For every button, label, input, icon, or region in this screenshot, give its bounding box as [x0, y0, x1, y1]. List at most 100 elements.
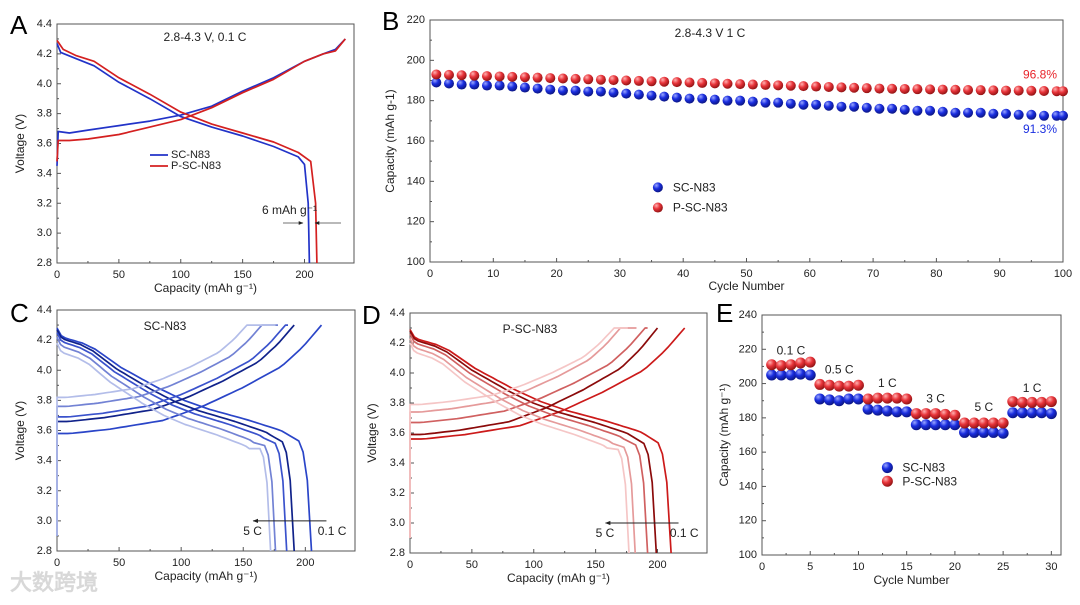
data-point-sc-n83: [939, 419, 951, 431]
data-point-sc-n83: [595, 86, 606, 97]
data-point-p-sc-n83: [874, 83, 885, 94]
x-tick-label: 10: [852, 561, 864, 573]
data-point-p-sc-n83: [659, 76, 670, 87]
legend-label: SC-N83: [902, 461, 945, 475]
legend-label: P-SC-N83: [171, 160, 221, 172]
charge-curve-05C: [409, 327, 659, 538]
data-point-sc-n83: [823, 100, 834, 111]
chart-title: 2.8-4.3 V, 0.1 C: [164, 30, 247, 44]
data-point-p-sc-n83: [950, 84, 961, 95]
x-axis-label: Capacity (mAh g⁻¹): [154, 569, 257, 583]
panel-letter: E: [716, 298, 733, 328]
charge-curve-sc-n83: [56, 38, 346, 166]
panel-letter: D: [362, 300, 381, 330]
legend-marker: [652, 182, 663, 193]
data-point-p-sc-n83: [532, 72, 543, 83]
data-point-p-sc-n83: [1007, 396, 1019, 408]
discharge-curve-5C: [409, 342, 630, 554]
x-tick-label: 50: [113, 269, 125, 281]
x-tick-label: 30: [614, 268, 626, 280]
chart-title: P-SC-N83: [503, 322, 558, 336]
data-point-p-sc-n83: [968, 417, 980, 429]
data-point-p-sc-n83: [975, 85, 986, 96]
data-point-sc-n83: [899, 104, 910, 115]
panel-d: D 0 50 100 150 200 2.8 3.0 3.2 3.4 3.6 3.8 4.0 4.2 4.4…: [362, 300, 708, 585]
data-point-sc-n83: [735, 95, 746, 106]
x-tick-label: 100: [1054, 268, 1072, 280]
data-point-sc-n83: [849, 101, 860, 112]
y-tick-label: 3.0: [37, 515, 52, 527]
data-point-p-sc-n83: [494, 71, 505, 82]
y-axis-label: Capacity (mAh g-1): [383, 89, 397, 192]
data-point-sc-n83: [456, 79, 467, 90]
x-tick-label: 50: [113, 557, 125, 569]
discharge-curve-sc-n83: [56, 43, 311, 264]
x-tick-label: 0: [54, 557, 60, 569]
data-point-p-sc-n83: [760, 79, 771, 90]
data-point-p-sc-n83: [775, 360, 787, 372]
data-point-p-sc-n83: [633, 75, 644, 86]
data-point-sc-n83: [912, 105, 923, 116]
data-point-p-sc-n83: [469, 70, 480, 81]
data-point-sc-n83: [671, 92, 682, 103]
data-point-p-sc-n83: [1039, 85, 1050, 96]
rate-label-01c: 0.1 C: [670, 526, 699, 540]
y-tick-label: 4.2: [390, 337, 405, 349]
x-tick-label: 60: [804, 268, 816, 280]
data-point-p-sc-n83: [684, 77, 695, 88]
watermark: 大数跨境: [10, 570, 98, 595]
data-point-p-sc-n83: [910, 408, 922, 420]
data-point-p-sc-n83: [671, 77, 682, 88]
data-point-sc-n83: [824, 394, 836, 406]
chart-title: 2.8-4.3 V 1 C: [675, 26, 746, 40]
data-point-p-sc-n83: [949, 409, 961, 421]
data-point-sc-n83: [532, 83, 543, 94]
x-tick-label: 200: [648, 559, 666, 571]
data-point-sc-n83: [804, 369, 816, 381]
y-tick-label: 3.8: [37, 394, 52, 406]
x-tick-label: 0: [54, 269, 60, 281]
data-point-p-sc-n83: [646, 76, 657, 87]
legend-marker: [652, 202, 663, 213]
plot-frame: [761, 314, 1062, 556]
panel-b: B 0 10 20 30 40 50 60 70 80 90 100 100 120 140 160 180 20…: [382, 6, 1072, 293]
data-point-p-sc-n83: [583, 74, 594, 85]
y-tick-label: 3.8: [390, 397, 405, 409]
data-point-sc-n83: [1016, 407, 1028, 419]
y-tick-label: 140: [407, 175, 425, 187]
data-point-p-sc-n83: [773, 80, 784, 91]
data-point-sc-n83: [773, 97, 784, 108]
data-point-sc-n83: [836, 101, 847, 112]
legend-label: SC-N83: [171, 149, 210, 161]
data-point-p-sc-n83: [595, 74, 606, 85]
x-tick-label: 150: [234, 557, 252, 569]
y-tick-label: 120: [739, 515, 757, 527]
data-point-sc-n83: [852, 393, 864, 405]
rate-label: 0.1 C: [777, 343, 806, 357]
y-tick-label: 3.8: [37, 108, 52, 120]
data-point-sc-n83: [766, 369, 778, 381]
data-point-p-sc-n83: [804, 356, 816, 368]
data-point-p-sc-n83: [1013, 85, 1024, 96]
data-point-p-sc-n83: [861, 83, 872, 94]
y-tick-label: 3.2: [37, 197, 52, 209]
y-tick-label: 3.6: [37, 138, 52, 150]
data-point-p-sc-n83: [939, 408, 951, 420]
data-point-p-sc-n83: [697, 77, 708, 88]
data-point-sc-n83: [1007, 407, 1019, 419]
data-point-p-sc-n83: [1036, 396, 1048, 408]
data-point-sc-n83: [621, 88, 632, 99]
y-tick-label: 2.8: [37, 257, 52, 269]
data-point-p-sc-n83: [1016, 396, 1028, 408]
data-point-sc-n83: [785, 98, 796, 109]
data-point-sc-n83: [862, 403, 874, 415]
data-point-sc-n83: [1026, 109, 1037, 120]
data-point-sc-n83: [949, 419, 961, 431]
x-tick-label: 100: [172, 269, 190, 281]
panel-a: A 0 50 100 150 200 2.8 3.0 3.2 3.4 3.6 3.8 4.0 4.2 4.4…: [10, 10, 355, 295]
data-point-sc-n83: [978, 426, 990, 438]
data-point-p-sc-n83: [937, 84, 948, 95]
data-point-sc-n83: [843, 393, 855, 405]
data-point-sc-n83: [1058, 110, 1068, 121]
data-point-sc-n83: [481, 80, 492, 91]
